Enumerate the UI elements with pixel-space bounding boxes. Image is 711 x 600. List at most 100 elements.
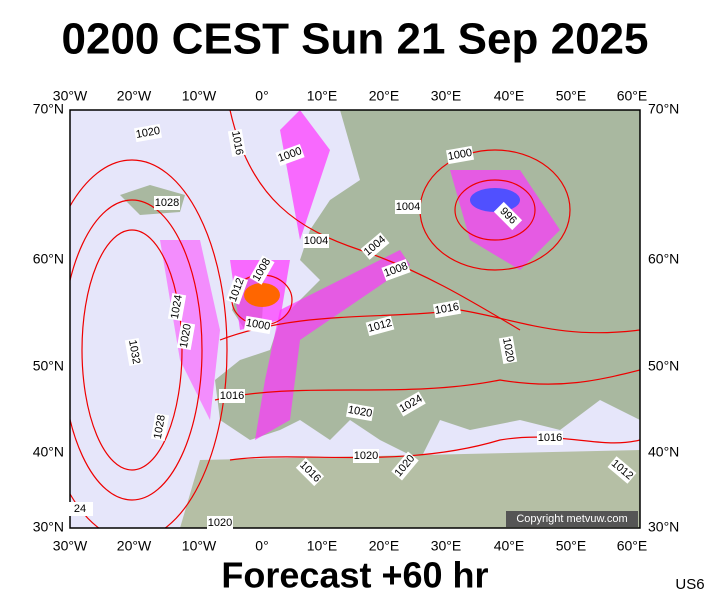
lat-label: 70°N [33, 101, 64, 117]
isobar-label: 1016 [227, 128, 247, 158]
isobar-label-box [249, 255, 275, 285]
isobar-label: 1012 [365, 315, 395, 337]
isobar-label: 1024 [167, 292, 187, 322]
isobar-label-text: 1000 [245, 317, 271, 333]
lon-label: 60°E [617, 538, 648, 554]
isobar-label-text: 1028 [152, 414, 168, 440]
isobar-label: 1020 [207, 516, 233, 530]
isobar [229, 110, 521, 331]
lon-label: 50°E [556, 538, 587, 554]
isobar-label-box [295, 457, 325, 487]
isobar [70, 159, 228, 528]
isobar-label-box [432, 299, 462, 319]
isobar-label-box [225, 275, 249, 305]
isobar-label-box [176, 321, 196, 351]
isobar-label-text: 1032 [126, 339, 142, 365]
lon-label: 20°E [369, 88, 400, 104]
lat-label: 50°N [33, 358, 64, 374]
lat-label: 30°N [33, 519, 64, 535]
isobar-label-box [353, 449, 379, 463]
isobar-label: 1032 [124, 337, 144, 367]
isobar-label-text: 1016 [220, 390, 244, 402]
isobar-label-box [154, 196, 180, 210]
isobar-label: 1020 [345, 402, 375, 422]
lat-label: 30°N [648, 519, 679, 535]
lon-label: 10°E [307, 538, 338, 554]
isobar-label-text: 1020 [354, 450, 378, 462]
isobar-label: 1016 [432, 299, 462, 319]
isobar-label: 1000 [243, 315, 273, 335]
lon-label: 10°W [182, 88, 217, 104]
lat-label: 60°N [648, 251, 679, 267]
lon-label: 60°E [617, 88, 648, 104]
lon-label: 40°E [494, 88, 525, 104]
isobar-label: 1020 [498, 335, 518, 365]
isobar-label-box [124, 337, 144, 367]
map-area: Copyright metvuw.com [69, 109, 641, 529]
isobar-label-box [445, 145, 475, 165]
lat-label: 40°N [648, 444, 679, 460]
lon-label: 20°E [369, 538, 400, 554]
lon-label: 40°E [494, 538, 525, 554]
land-africa [180, 450, 640, 528]
copyright-box [506, 511, 638, 527]
isobar-label-box [395, 200, 421, 214]
isobar-label-text: 1016 [434, 301, 460, 317]
isobar-label-box [607, 456, 637, 484]
isobar-label: 1004 [303, 234, 329, 248]
isobar [214, 369, 640, 401]
lon-label: 0° [255, 538, 268, 554]
isobar-label: 24 [67, 502, 93, 516]
lon-label: 0° [255, 88, 268, 104]
isobar-label: 1000 [445, 145, 475, 165]
lon-label: 30°E [431, 88, 462, 104]
map-frame [69, 109, 641, 529]
isobar-label-text: 1016 [229, 130, 245, 156]
isobar [81, 229, 183, 471]
isobar-label-text: 1020 [135, 125, 161, 141]
lat-label: 50°N [648, 358, 679, 374]
lon-label: 10°W [182, 538, 217, 554]
footer: Forecast +60 hr [221, 555, 488, 596]
isobar-label-box [396, 391, 426, 417]
isobar-label-text: 1024 [169, 294, 185, 320]
isobar-label-box [365, 315, 395, 337]
isobar-label-box [391, 451, 419, 481]
isobar-label: 1012 [225, 275, 249, 305]
isobar-label-text: 1020 [178, 323, 194, 349]
isobar-label: 1004 [360, 232, 390, 260]
isobar-label-box [381, 258, 411, 282]
isobar-label-box [303, 234, 329, 248]
isobar-label-box [345, 402, 375, 422]
isobar-label-text: 1020 [208, 517, 232, 529]
lon-label: 30°E [431, 538, 462, 554]
isobar-label: 1028 [154, 196, 180, 210]
isobar-label-text: 1016 [538, 432, 562, 444]
isobar-label-box [167, 292, 187, 322]
isobar [229, 436, 640, 461]
model-code: US6 [675, 576, 704, 593]
precip [280, 110, 330, 240]
isobar-label: 1020 [176, 321, 196, 351]
isobar-label-box [537, 431, 563, 445]
lon-label: 20°W [117, 538, 152, 554]
lon-label: 30°W [53, 88, 88, 104]
isobar-label-text: 24 [74, 503, 86, 515]
isobar-label: 1004 [395, 200, 421, 214]
title: 0200 CEST Sun 21 Sep 2025 [62, 15, 649, 64]
lat-label: 40°N [33, 444, 64, 460]
isobar-label-box [207, 516, 233, 530]
isobar-label-text: 1020 [347, 404, 373, 420]
isobar-label: 1020 [133, 123, 163, 143]
isobar-label: 1000 [275, 143, 305, 167]
isobar-label-box [493, 201, 523, 231]
precip-core [244, 283, 280, 307]
isobar-label-box [227, 128, 247, 158]
isobar-label-box [498, 335, 518, 365]
isobar-label-text: 1004 [304, 235, 328, 247]
isobar-label-text: 1000 [447, 147, 473, 163]
precip-core [470, 188, 520, 212]
isobar-label: 1016 [537, 431, 563, 445]
copyright: Copyright metvuw.com [516, 513, 627, 525]
